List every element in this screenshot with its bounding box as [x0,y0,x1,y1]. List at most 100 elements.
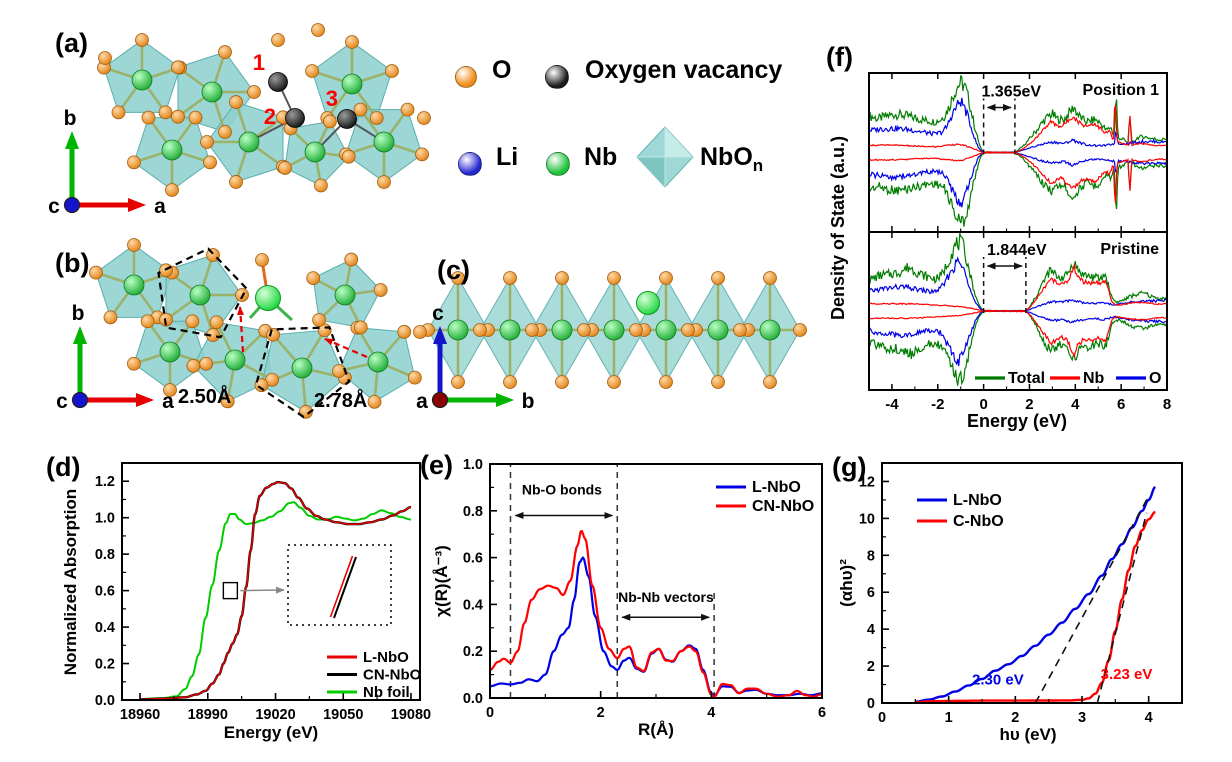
svg-text:b: b [522,390,535,413]
nb-atom [161,139,183,161]
annotation-3.23 eV: 3.23 eV [1101,666,1153,683]
nb-atom [341,73,363,95]
atoms [97,23,431,197]
o-atom [141,110,156,125]
svg-text:-4: -4 [885,396,899,413]
o-atom [344,252,359,267]
dos-subpanel-1 [869,233,1167,386]
nb-atom [189,284,211,306]
svg-text:0.6: 0.6 [95,584,115,600]
o-atom [127,155,141,170]
svg-text:6: 6 [1117,396,1125,413]
o-atom [254,378,269,393]
nb-atom [304,141,326,163]
series-L-NbO [140,481,412,701]
legend-label-Total: Total [1008,370,1045,387]
chart-panel-d: 18960 18990 19020 19050 19080 0.0 0.2 0.4 0.6 0.8… [61,462,431,742]
legend-label-CN-NbO: CN-NbO [752,498,814,515]
nb-interstitial-atom [255,285,281,311]
legend-label-L-NbO: L-NbO [953,492,1002,509]
svg-text:2: 2 [1011,710,1019,726]
svg-text:0.0: 0.0 [463,691,483,707]
svg-text:0.4: 0.4 [463,597,483,613]
svg-text:b: b [64,107,77,130]
distance-arrow [237,306,245,353]
svg-text:c: c [48,195,60,218]
dos-series-Total [869,151,1167,227]
atoms [89,238,422,419]
legend-oxygen-vacancy-label: Oxygen vacancy [585,56,783,84]
o-atom [103,310,118,325]
dashed-pentagon [157,247,248,339]
tauc-tangent [1034,495,1150,704]
o-atom [203,155,217,170]
svg-text:19080: 19080 [391,707,431,723]
o-atom [385,64,399,78]
svg-text:c: c [56,390,68,413]
o-atom [369,111,384,125]
o-atom [397,324,412,339]
oxygen-vacancy-atom [268,72,288,92]
panel-c-structure: c b a [413,271,807,413]
li-atom-icon [458,152,482,176]
dos-subpanel-0 [869,74,1167,227]
legend-nbon-label: NbOn [700,143,764,175]
legend-nb-label: Nb [584,143,618,171]
svg-text:1: 1 [945,710,953,726]
svg-text:a: a [416,390,428,413]
o-atom [199,356,214,371]
svg-text:0.2: 0.2 [463,644,483,660]
nb-atom [238,131,260,153]
svg-text:4: 4 [867,622,875,638]
svg-text:0.2: 0.2 [95,657,115,673]
bond-distance-label-1: 2.50Å [178,386,232,408]
dos-subpanel-title: Pristine [1100,241,1159,258]
dos-series-O [869,310,1167,367]
o-atom [218,45,232,59]
y-axis-title-d: Normalized Absorption [61,489,80,675]
svg-text:2: 2 [1025,396,1033,413]
o-atom [135,33,149,47]
o-atom [407,370,422,385]
svg-text:10: 10 [859,511,875,527]
x-axis-title-g: hυ (eV) [999,725,1056,744]
nb-atom-icon [546,152,570,176]
legend-label-L-NbO: L-NbO [363,649,409,666]
o-atom [127,238,141,252]
oxygen-vacancy-atom [337,109,357,129]
o-atom [353,102,368,117]
panel-label-b: (b) [55,248,90,278]
dos-series-O [869,151,1167,208]
o-atom [140,314,155,329]
distance-arrow [324,337,368,359]
band-gap-label: 1.844eV [987,242,1047,259]
o-atom [171,60,185,75]
chart-panel-e: Nb-O bonds Nb-Nb vectors 0 2 4 6 0.0 0.2 0.4 0.6 0… [432,457,826,739]
svg-text:2: 2 [597,705,605,721]
svg-text:8: 8 [1163,396,1171,413]
panel-label-g: (g) [832,452,867,482]
svg-text:1.0: 1.0 [463,457,483,473]
nb-atom [201,81,223,103]
svg-text:19050: 19050 [323,707,363,723]
y-axis-title-g: (αhυ)² [837,559,856,607]
svg-text:4: 4 [1145,710,1153,726]
nb-atom [367,351,389,373]
y-axis-title-f: Density of State (a.u.) [828,136,848,320]
o-atom [171,109,185,124]
svg-text:0: 0 [867,696,875,712]
nb-atom [159,341,181,363]
svg-text:18960: 18960 [120,707,160,723]
o-atom [200,135,214,149]
svg-text:0.0: 0.0 [95,693,115,709]
vacancy-number: 3 [326,86,338,111]
annotation-Nb-O bonds: Nb-O bonds [522,481,602,497]
o-atom [185,314,200,329]
nb-atom [224,349,246,371]
legend-label-CN-NbO: CN-NbO [363,667,422,684]
dos-series-O [869,97,1167,154]
legend-li-label: Li [496,143,519,171]
